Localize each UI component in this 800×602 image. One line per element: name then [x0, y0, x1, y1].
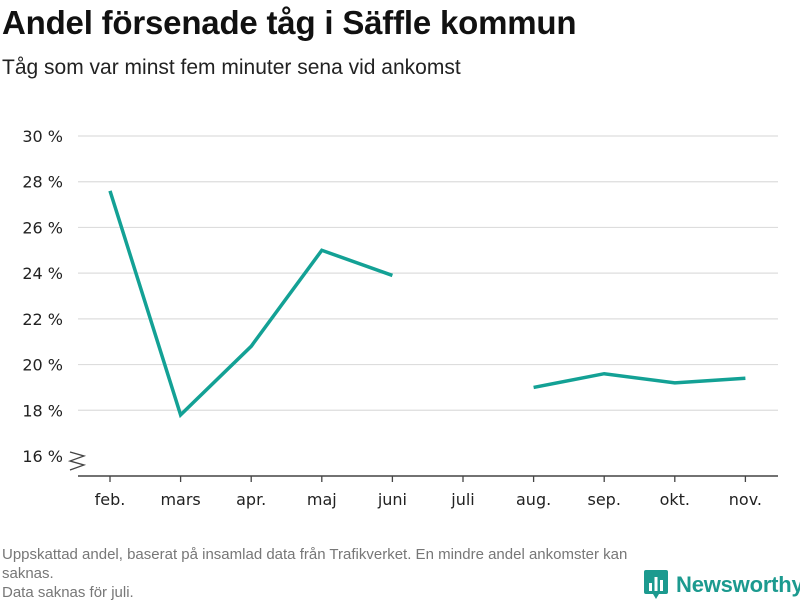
x-tick-label: juni	[377, 490, 407, 509]
y-tick-label: 24 %	[22, 264, 63, 283]
x-tick-label: feb.	[95, 490, 126, 509]
x-tick-label: nov.	[729, 490, 762, 509]
series-line-segment	[108, 190, 393, 419]
x-axis-labels: feb. mars apr. maj juni juli aug. sep. okt. nov.	[95, 490, 762, 509]
brand-name: Newsworthy	[676, 572, 800, 597]
x-tick-label: maj	[307, 490, 337, 509]
chart-title: Andel försenade tåg i Säffle kommun	[2, 4, 577, 41]
footnote-source: Uppskattad andel, baserat på insamlad da…	[2, 546, 628, 582]
x-axis	[67, 451, 778, 482]
x-tick-label: okt.	[660, 490, 690, 509]
y-tick-label: 26 %	[22, 218, 63, 237]
bar-chart-logo-icon	[644, 570, 668, 599]
x-tick-label: aug.	[516, 490, 551, 509]
grid-lines	[78, 135, 778, 411]
y-tick-label: 30 %	[22, 127, 63, 146]
chart-subtitle: Tåg som var minst fem minuter sena vid a…	[2, 56, 461, 79]
x-tick-label: mars	[160, 490, 200, 509]
y-tick-label: 18 %	[22, 401, 63, 420]
axis-break-icon	[67, 451, 87, 471]
footnote: Uppskattad andel, baserat på insamlad da…	[2, 545, 632, 602]
y-axis-labels: 16 % 18 % 20 % 22 % 24 % 26 % 28 % 30 %	[22, 127, 63, 466]
x-tick-label: juli	[450, 490, 474, 509]
line-chart: 16 % 18 % 20 % 22 % 24 % 26 % 28 % 30 % feb. mar…	[22, 127, 778, 509]
y-tick-label: 16 %	[22, 447, 63, 466]
x-tick-label: apr.	[236, 490, 266, 509]
series-line-segment	[533, 371, 746, 390]
data-series	[108, 190, 746, 419]
footnote-missing-data: Data saknas för juli.	[2, 584, 134, 601]
y-tick-label: 22 %	[22, 310, 63, 329]
y-tick-label: 20 %	[22, 356, 63, 375]
brand-logo: Newsworthy	[644, 570, 800, 600]
x-tick-label: sep.	[587, 490, 620, 509]
y-tick-label: 28 %	[22, 173, 63, 192]
